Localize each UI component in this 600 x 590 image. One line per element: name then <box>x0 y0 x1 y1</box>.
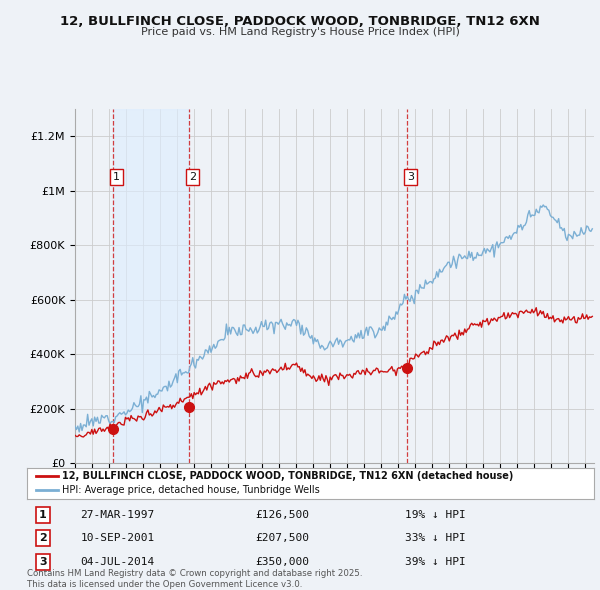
Text: 19% ↓ HPI: 19% ↓ HPI <box>405 510 466 520</box>
Text: Contains HM Land Registry data © Crown copyright and database right 2025.
This d: Contains HM Land Registry data © Crown c… <box>27 569 362 589</box>
Text: 12, BULLFINCH CLOSE, PADDOCK WOOD, TONBRIDGE, TN12 6XN: 12, BULLFINCH CLOSE, PADDOCK WOOD, TONBR… <box>60 15 540 28</box>
Text: Price paid vs. HM Land Registry's House Price Index (HPI): Price paid vs. HM Land Registry's House … <box>140 27 460 37</box>
Text: 12, BULLFINCH CLOSE, PADDOCK WOOD, TONBRIDGE, TN12 6XN (detached house): 12, BULLFINCH CLOSE, PADDOCK WOOD, TONBR… <box>62 471 514 481</box>
Text: HPI: Average price, detached house, Tunbridge Wells: HPI: Average price, detached house, Tunb… <box>62 485 320 495</box>
Text: 33% ↓ HPI: 33% ↓ HPI <box>405 533 466 543</box>
Text: 04-JUL-2014: 04-JUL-2014 <box>80 557 155 567</box>
Bar <box>113 109 189 463</box>
Text: £207,500: £207,500 <box>255 533 309 543</box>
Text: £350,000: £350,000 <box>255 557 309 567</box>
Text: 39% ↓ HPI: 39% ↓ HPI <box>405 557 466 567</box>
Text: 1: 1 <box>113 172 120 182</box>
Text: 1: 1 <box>39 510 47 520</box>
Text: 2: 2 <box>39 533 47 543</box>
Text: 27-MAR-1997: 27-MAR-1997 <box>80 510 155 520</box>
Text: 3: 3 <box>39 557 47 567</box>
Text: 3: 3 <box>407 172 414 182</box>
Text: 10-SEP-2001: 10-SEP-2001 <box>80 533 155 543</box>
Text: 2: 2 <box>189 172 196 182</box>
Text: £126,500: £126,500 <box>255 510 309 520</box>
